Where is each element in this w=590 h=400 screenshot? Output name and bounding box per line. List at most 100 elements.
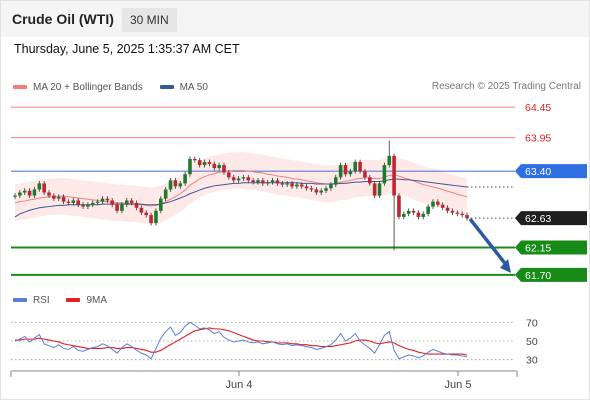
rsi-legend: RSI 9MA	[13, 294, 121, 306]
candle-body	[406, 210, 411, 214]
candle-body	[460, 213, 464, 216]
candle-body	[280, 183, 285, 185]
candle-body	[431, 201, 435, 207]
candle-body	[402, 213, 406, 217]
forecast-arrow	[469, 218, 509, 268]
candle-body	[149, 215, 153, 224]
candle-body	[256, 180, 260, 183]
level-label-64.45: 64.45	[525, 102, 551, 114]
candle-body	[270, 180, 275, 183]
candle-body	[275, 180, 280, 184]
candle-body	[426, 206, 430, 214]
ma50-swatch	[159, 85, 174, 89]
candle-body	[61, 196, 66, 202]
level-tag-62.63	[515, 211, 587, 226]
candle-body	[71, 200, 76, 203]
candle-body	[76, 200, 80, 205]
candles	[13, 140, 469, 251]
candle-body	[295, 184, 299, 187]
candle-body	[144, 212, 149, 216]
candle-body	[416, 212, 421, 217]
candle-body	[154, 210, 158, 224]
candle-body	[212, 163, 217, 169]
candle-body	[42, 183, 46, 193]
candle-body	[251, 180, 255, 183]
legend-rsi-label: RSI	[33, 294, 50, 306]
candle-body	[56, 196, 61, 199]
rsi-tick-label: 50	[526, 336, 538, 348]
candle-body	[183, 174, 187, 184]
candle-body	[261, 180, 265, 184]
candle-body	[163, 189, 168, 199]
candle-body	[392, 155, 396, 196]
forecast-arrow-head	[500, 258, 511, 273]
candle-body	[197, 160, 202, 166]
candle-body	[173, 180, 178, 187]
candle-body	[124, 200, 129, 205]
candle-body	[32, 189, 37, 196]
candle-body	[440, 204, 445, 208]
rsi-tick-label: 30	[526, 355, 538, 367]
candle-body	[202, 162, 207, 166]
legend-ma20-label: MA 20 + Bollinger Bands	[33, 81, 143, 93]
level-label-63.95: 63.95	[525, 133, 551, 145]
candle-body	[217, 165, 221, 169]
candle-body	[363, 171, 367, 178]
candle-body	[193, 158, 197, 161]
candle-body	[314, 189, 319, 193]
candle-body	[450, 210, 455, 213]
ma20-line	[14, 170, 468, 207]
candle-body	[95, 201, 100, 203]
x-tick-label: Jun 5	[445, 379, 472, 391]
candle-body	[304, 186, 309, 189]
candle-body	[86, 204, 90, 207]
candle-body	[178, 183, 183, 187]
legend-ma20: MA 20 + Bollinger Bands	[13, 82, 143, 93]
candle-body	[129, 200, 134, 203]
legend-rsi: RSI	[13, 295, 50, 306]
level-tag-62.15	[515, 240, 587, 255]
candle-body	[115, 204, 119, 211]
level-tag-61.70	[515, 267, 587, 282]
candle-body	[455, 212, 460, 214]
candle-body	[105, 198, 110, 201]
header-bar: Crude Oil (WTI) 30 MIN	[1, 1, 589, 37]
candle-body	[338, 165, 343, 178]
candle-body	[52, 195, 56, 199]
candle-body	[309, 188, 314, 190]
candle-body	[299, 184, 304, 187]
candle-body	[333, 177, 338, 185]
candle-body	[382, 165, 387, 184]
candle-body	[120, 204, 124, 211]
candle-body	[47, 192, 51, 196]
candle-body	[367, 177, 372, 184]
level-label-62.15: 62.15	[525, 242, 551, 254]
candle-body	[348, 171, 353, 175]
legend-9ma: 9MA	[66, 295, 107, 306]
candle-body	[387, 155, 392, 166]
x-tick-label: Jun 4	[226, 379, 253, 391]
level-tag-63.40	[515, 164, 587, 179]
price-legend: MA 20 + Bollinger Bands MA 50	[13, 81, 222, 93]
candle-body	[324, 188, 328, 191]
candle-body	[139, 207, 144, 213]
candle-body	[265, 182, 270, 184]
legend-ma50: MA 50	[159, 81, 208, 93]
candle-body	[285, 183, 289, 185]
legend-9ma-label: 9MA	[86, 294, 108, 306]
candle-body	[22, 190, 27, 193]
candle-body	[66, 201, 71, 203]
candle-body	[397, 195, 401, 217]
candle-body	[343, 165, 348, 175]
legend-ma50-label: MA 50	[179, 81, 208, 93]
candle-body	[18, 192, 22, 196]
candle-body	[353, 162, 358, 172]
timeframe-badge[interactable]: 30 MIN	[122, 8, 177, 32]
candle-body	[358, 162, 362, 172]
candle-body	[100, 198, 105, 202]
candle-body	[134, 202, 139, 208]
candle-body	[241, 177, 246, 179]
candle-body	[227, 172, 231, 178]
